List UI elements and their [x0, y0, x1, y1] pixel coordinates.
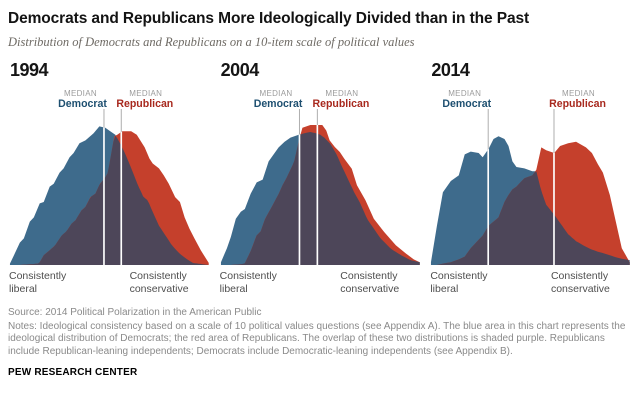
- x-axis-labels: Consistently liberal Consistently conser…: [219, 268, 422, 299]
- subtitle: Distribution of Democrats and Republican…: [8, 35, 415, 49]
- source-line: Source: 2014 Political Polarization in t…: [8, 307, 262, 318]
- charts-row: 1994 MEDIAN Democrat MEDIAN Republican Cons…: [8, 61, 632, 299]
- median-caption-democrat: MEDIAN: [64, 89, 97, 98]
- democrat-median-label: Democrat: [443, 98, 492, 110]
- median-caption-republican: MEDIAN: [325, 89, 358, 98]
- axis-label-liberal: Consistently liberal: [219, 270, 277, 295]
- axis-label-conservative: Consistently conservative: [340, 270, 400, 295]
- axis-label-liberal: Consistently liberal: [9, 270, 67, 295]
- median-caption-democrat: MEDIAN: [449, 89, 482, 98]
- median-caption-democrat: MEDIAN: [259, 89, 292, 98]
- footer: Source: 2014 Political Polarization in t…: [8, 307, 632, 380]
- overlap-area: [220, 132, 420, 265]
- page-title: Democrats and Republicans More Ideologic…: [8, 10, 530, 27]
- notes-text: Notes: Ideological consistency based on …: [8, 320, 626, 357]
- chart-column-1994: 1994 MEDIAN Democrat MEDIAN Republican Cons…: [8, 61, 211, 299]
- republican-median-label: Republican: [116, 98, 173, 110]
- year-label-2014: 2014: [431, 60, 470, 80]
- median-caption-republican: MEDIAN: [129, 89, 162, 98]
- republican-median-label: Republican: [549, 98, 606, 110]
- republican-median-label: Republican: [312, 98, 369, 110]
- year-label-1994: 1994: [10, 60, 49, 80]
- overlap-area: [431, 171, 631, 265]
- axis-label-liberal: Consistently liberal: [430, 270, 488, 295]
- democrat-median-label: Democrat: [58, 98, 107, 110]
- median-caption-republican: MEDIAN: [562, 89, 595, 98]
- x-axis-labels: Consistently liberal Consistently conser…: [8, 268, 211, 299]
- x-axis-labels: Consistently liberal Consistently conser…: [429, 268, 632, 299]
- brand-pew-research-center: PEW RESEARCH CENTER: [8, 367, 138, 378]
- overlap-area: [9, 135, 209, 265]
- axis-label-conservative: Consistently conservative: [550, 270, 610, 295]
- infographic: Democrats and Republicans More Ideologic…: [8, 10, 632, 380]
- year-label-2004: 2004: [220, 60, 260, 80]
- axis-label-conservative: Consistently conservative: [129, 270, 189, 295]
- democrat-median-label: Democrat: [253, 98, 302, 110]
- chart-column-2014: 2014 MEDIAN Democrat MEDIAN Republican Cons…: [429, 61, 632, 299]
- chart-column-2004: 2004 MEDIAN Democrat MEDIAN Republican Cons…: [219, 61, 422, 299]
